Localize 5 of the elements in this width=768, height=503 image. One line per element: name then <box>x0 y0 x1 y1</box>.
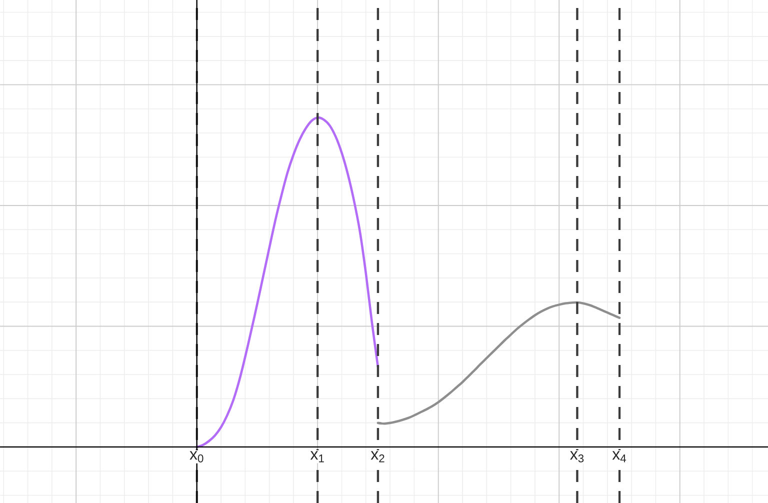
x-tick-label: x$_{4}$ <box>612 451 626 462</box>
x-tick-label: x$_{3}$ <box>570 451 584 462</box>
x-tick-label: x$_{1}$ <box>310 451 324 462</box>
x-tick-label: x$_{2}$ <box>370 451 384 462</box>
x-tick-label: x$_{0}$ <box>190 451 204 462</box>
